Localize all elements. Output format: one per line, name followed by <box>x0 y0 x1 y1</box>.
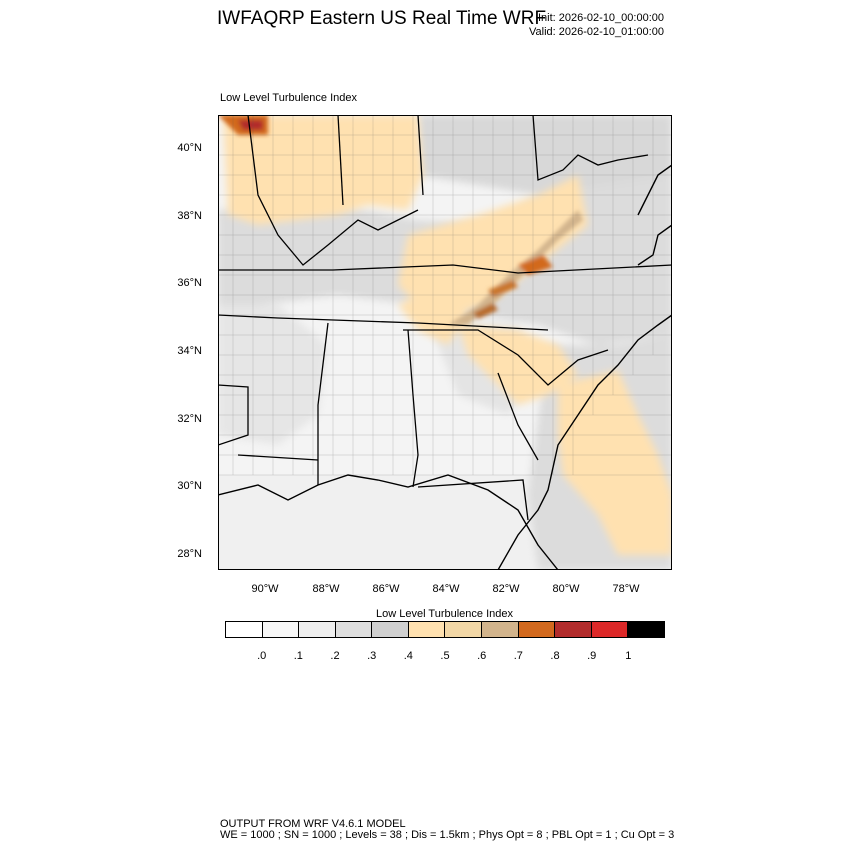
map-border <box>218 115 672 570</box>
colorbar-box <box>298 621 335 638</box>
colorbar-box <box>481 621 518 638</box>
footer-model-line: OUTPUT FROM WRF V4.6.1 MODEL <box>220 818 406 830</box>
lon-label-88w: 88°W <box>312 583 340 595</box>
init-time: Init: 2026-02-10_00:00:00 <box>538 12 664 24</box>
lat-label-34n: 34°N <box>177 345 202 357</box>
colorbar-box <box>261 621 299 638</box>
colorbar-title: Low Level Turbulence Index <box>376 608 513 620</box>
coastline <box>218 164 672 570</box>
colorbar-tick-label: .8 <box>550 650 560 662</box>
colorbar-tick-label: .0 <box>257 650 267 662</box>
lat-label-40n: 40°N <box>177 142 202 154</box>
lon-label-84w: 84°W <box>432 583 460 595</box>
colorbar-box <box>371 621 408 638</box>
colorbar-box <box>225 621 262 638</box>
colorbar-tick-label: .6 <box>477 650 487 662</box>
colorbar-tick-label: .7 <box>513 650 523 662</box>
lon-label-78w: 78°W <box>612 583 640 595</box>
lon-label-90w: 90°W <box>251 583 279 595</box>
lat-label-36n: 36°N <box>177 277 202 289</box>
colorbar <box>225 621 665 638</box>
colorbar-box <box>407 621 445 638</box>
plot-title: Low Level Turbulence Index <box>220 92 357 104</box>
colorbar-tick-label: .2 <box>330 650 340 662</box>
lon-label-80w: 80°W <box>552 583 580 595</box>
map-plot <box>218 115 672 570</box>
colorbar-box <box>444 621 482 638</box>
colorbar-tick-label: .4 <box>403 650 413 662</box>
colorbar-tick-label: 1 <box>625 650 632 662</box>
colorbar-box <box>334 621 372 638</box>
colorbar-box <box>627 621 665 638</box>
main-title: IWFAQRP Eastern US Real Time WRF <box>217 8 547 29</box>
colorbar-tick-label: .9 <box>587 650 597 662</box>
lon-label-82w: 82°W <box>492 583 520 595</box>
colorbar-box <box>554 621 591 638</box>
lat-label-28n: 28°N <box>177 548 202 560</box>
colorbar-box <box>590 621 628 638</box>
colorbar-box <box>517 621 555 638</box>
lat-label-32n: 32°N <box>177 413 202 425</box>
colorbar-tick-label: .1 <box>293 650 303 662</box>
county-lines <box>218 115 672 476</box>
state-boundaries <box>218 115 672 521</box>
valid-time: Valid: 2026-02-10_01:00:00 <box>529 26 664 38</box>
colorbar-tick-label: .5 <box>440 650 450 662</box>
lat-label-30n: 30°N <box>177 480 202 492</box>
lat-label-38n: 38°N <box>177 210 202 222</box>
footer-config-line: WE = 1000 ; SN = 1000 ; Levels = 38 ; Di… <box>220 829 675 841</box>
gulf-area <box>218 475 548 570</box>
lon-label-86w: 86°W <box>372 583 400 595</box>
colorbar-tick-label: .3 <box>367 650 377 662</box>
